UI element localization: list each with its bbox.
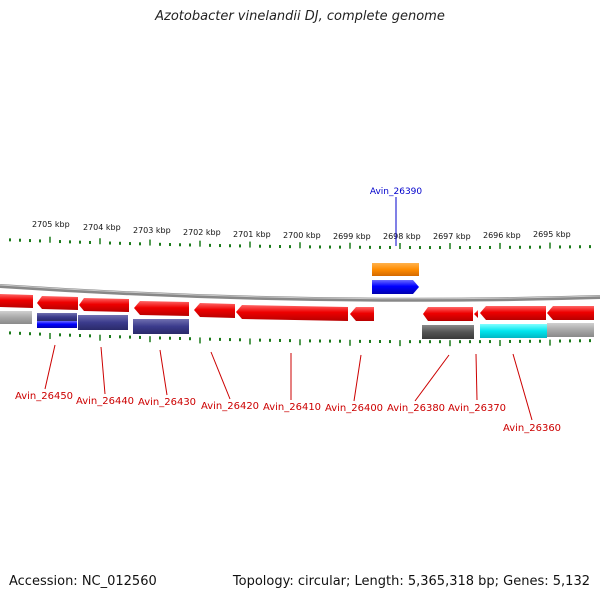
scale-tick-label: 2697 kbp xyxy=(433,232,471,241)
scale-tick-label: 2696 kbp xyxy=(483,231,521,240)
gene-label-leader xyxy=(414,354,450,402)
gene-label-avin-26420[interactable]: Avin_26420 xyxy=(201,401,259,412)
domain-feature-blue[interactable] xyxy=(37,321,77,328)
domain-feature-cyan[interactable] xyxy=(480,324,547,338)
lower-tick-track xyxy=(9,331,591,347)
scale-tick-label: 2703 kbp xyxy=(133,226,171,235)
gene-label-avin-26390[interactable]: Avin_26390 xyxy=(370,187,423,197)
domain-feature-navy[interactable] xyxy=(37,313,77,321)
scale-tick-label: 2701 kbp xyxy=(233,230,271,239)
gene-arrow[interactable] xyxy=(37,296,78,310)
gene-label-leader xyxy=(159,349,168,396)
scale-tick-label: 2695 kbp xyxy=(533,230,571,239)
gene-arrow[interactable] xyxy=(194,303,235,318)
gene-avin-26390-feature-orange[interactable] xyxy=(372,263,419,276)
gene-label-leader xyxy=(475,353,478,401)
gene-label-avin-26450[interactable]: Avin_26450 xyxy=(15,391,73,402)
gene-arrow[interactable] xyxy=(480,306,546,320)
gene-arrow[interactable] xyxy=(236,305,348,321)
upper-tick-track xyxy=(9,236,591,250)
gene-label-leader xyxy=(100,346,106,395)
scale-tick-label: 2705 kbp xyxy=(32,220,70,229)
diagram-title: Azotobacter vinelandii DJ, complete geno… xyxy=(155,9,445,24)
accession-text: Accession: NC_012560 xyxy=(9,574,157,589)
gene-arrow[interactable] xyxy=(547,306,594,320)
genome-backbone-highlight xyxy=(0,284,600,300)
gene-label-leader xyxy=(210,351,231,400)
gene-label-avin-26440[interactable]: Avin_26440 xyxy=(76,396,134,407)
gene-label-leaders xyxy=(44,344,533,421)
domain-feature-navy[interactable] xyxy=(78,315,128,330)
gene-label-avin-26410[interactable]: Avin_26410 xyxy=(263,402,321,413)
gene-arrow[interactable] xyxy=(423,307,473,321)
domain-features xyxy=(0,311,594,339)
gene-label-avin-26430[interactable]: Avin_26430 xyxy=(138,397,196,408)
scale-tick-label: 2698 kbp xyxy=(383,232,421,241)
gene-label-leader xyxy=(512,353,533,421)
gene-arrow[interactable] xyxy=(474,310,478,318)
gene-arrow[interactable] xyxy=(79,298,129,312)
domain-feature-dark[interactable] xyxy=(422,325,474,339)
scale-labels: 2705 kbp 2704 kbp 2703 kbp 2702 kbp 2701… xyxy=(32,220,571,241)
genome-summary-text: Topology: circular; Length: 5,365,318 bp… xyxy=(232,574,590,589)
gene-label-leader xyxy=(353,354,362,402)
gene-avin-26390-arrow[interactable] xyxy=(372,280,419,294)
domain-feature-gray[interactable] xyxy=(547,323,594,337)
gene-label-avin-26380[interactable]: Avin_26380 xyxy=(387,403,445,414)
gene-label-avin-26370[interactable]: Avin_26370 xyxy=(448,403,506,414)
gene-arrow[interactable] xyxy=(0,294,33,308)
domain-feature-navy[interactable] xyxy=(133,319,189,334)
scale-tick-label: 2702 kbp xyxy=(183,228,221,237)
gene-arrow[interactable] xyxy=(134,301,189,316)
minus-strand-genes xyxy=(0,294,594,321)
gene-label-avin-26360[interactable]: Avin_26360 xyxy=(503,423,561,434)
gene-arrow[interactable] xyxy=(350,307,374,321)
scale-tick-label: 2704 kbp xyxy=(83,223,121,232)
scale-tick-label: 2700 kbp xyxy=(283,231,321,240)
domain-feature-gray[interactable] xyxy=(0,311,32,324)
gene-labels: Avin_26450 Avin_26440 Avin_26430 Avin_26… xyxy=(15,391,561,434)
genome-backbone xyxy=(0,284,600,302)
gene-label-avin-26400[interactable]: Avin_26400 xyxy=(325,403,383,414)
scale-tick-label: 2699 kbp xyxy=(333,232,371,241)
gene-label-leader xyxy=(44,344,56,390)
